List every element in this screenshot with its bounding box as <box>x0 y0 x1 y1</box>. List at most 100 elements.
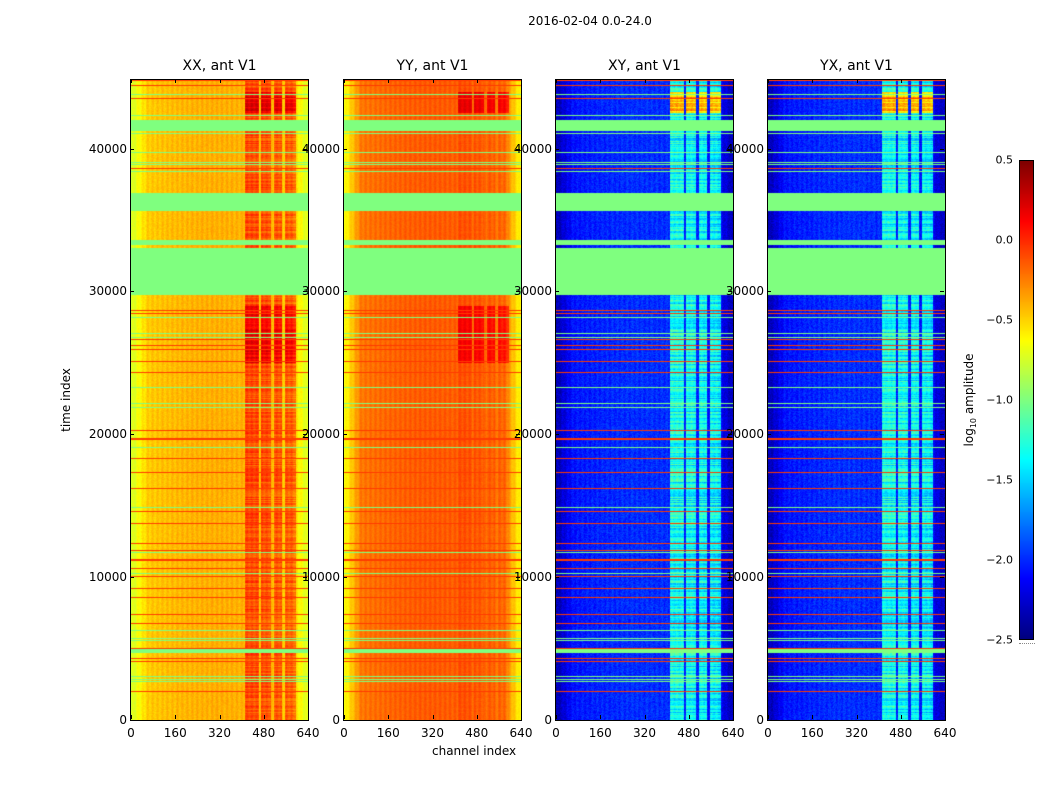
y-tick-label: 10000 <box>88 570 127 585</box>
x-tick-label: 320 <box>845 726 868 740</box>
x-tick-mark <box>476 715 478 719</box>
panel-yy: YY, ant V1 0 160 320 480 640 0 10000 20000 30000 4… <box>302 58 533 740</box>
y-tick-label: 20000 <box>725 427 764 442</box>
colorbar-label: log10 amplitude <box>962 354 978 447</box>
y-tick-label: 0 <box>756 713 764 727</box>
y-tick-label: 20000 <box>513 427 552 442</box>
x-tick-mark <box>945 79 946 83</box>
x-tick-mark <box>388 715 390 719</box>
y-tick-mark <box>516 291 520 293</box>
y-tick-mark <box>555 291 559 293</box>
panel-title: YY, ant V1 <box>396 58 469 74</box>
x-tick-label: 160 <box>163 726 187 740</box>
x-tick-mark <box>600 79 602 83</box>
x-tick-mark <box>219 79 221 83</box>
colorbar-tick-label: −1.5 <box>986 473 1013 487</box>
y-tick-mark <box>940 291 944 293</box>
colorbar-tick-label: 0.0 <box>995 233 1014 247</box>
x-tick-mark <box>308 715 309 719</box>
y-tick-mark <box>303 720 307 721</box>
y-tick-mark <box>555 720 559 721</box>
x-tick-label: 320 <box>208 726 231 740</box>
x-tick-mark <box>644 79 646 83</box>
y-tick-label: 40000 <box>301 141 340 156</box>
heatmap-image <box>556 80 733 720</box>
y-tick-mark <box>130 577 134 579</box>
x-tick-mark <box>856 715 858 719</box>
y-tick-label: 10000 <box>301 570 340 585</box>
x-tick-mark <box>175 79 177 83</box>
x-tick-mark <box>768 79 769 83</box>
colorbar-tick-label: −2.5 <box>986 633 1013 647</box>
colorbar-tick-label: −2.0 <box>986 553 1013 567</box>
y-tick-mark <box>516 577 520 579</box>
y-tick-mark <box>130 434 134 436</box>
y-tick-label: 30000 <box>301 284 340 299</box>
y-tick-label: 40000 <box>725 141 764 156</box>
x-tick-label: 160 <box>800 726 824 740</box>
y-tick-mark <box>728 291 732 293</box>
y-tick-mark <box>728 720 732 721</box>
y-tick-mark <box>516 720 520 721</box>
x-tick-mark <box>432 79 434 83</box>
x-tick-label: 0 <box>764 726 772 740</box>
y-tick-mark <box>728 434 732 436</box>
heatmap-image <box>768 80 945 720</box>
panel-title: YX, ant V1 <box>820 58 893 74</box>
y-tick-label: 0 <box>119 713 127 727</box>
y-tick-label: 10000 <box>725 570 764 585</box>
y-tick-mark <box>940 148 944 150</box>
y-axis-label: time index <box>59 368 73 432</box>
x-tick-mark <box>344 79 345 83</box>
y-tick-mark <box>767 148 771 150</box>
x-tick-mark <box>175 715 177 719</box>
x-tick-mark <box>263 715 265 719</box>
colorbar-extension-marker <box>1019 643 1035 644</box>
colorbar-tick-label: 0.5 <box>995 153 1014 167</box>
x-tick-mark <box>688 79 690 83</box>
x-axis-label: channel index <box>432 744 517 758</box>
x-tick-mark <box>644 715 646 719</box>
x-tick-mark <box>432 715 434 719</box>
y-tick-label: 30000 <box>513 284 552 299</box>
x-tick-mark <box>308 79 309 83</box>
y-tick-mark <box>555 434 559 436</box>
y-tick-mark <box>130 720 134 721</box>
x-tick-label: 160 <box>588 726 612 740</box>
x-tick-mark <box>388 79 390 83</box>
x-tick-mark <box>812 79 814 83</box>
y-tick-mark <box>130 148 134 150</box>
y-tick-label: 30000 <box>725 284 764 299</box>
y-tick-mark <box>303 148 307 150</box>
x-tick-mark <box>131 715 132 719</box>
panel-title: XY, ant V1 <box>608 58 681 74</box>
x-tick-mark <box>856 79 858 83</box>
x-tick-mark <box>219 715 221 719</box>
panel-title: XX, ant V1 <box>182 58 257 74</box>
x-tick-label: 480 <box>252 726 276 740</box>
colorbar-label-main: log <box>961 428 976 447</box>
x-tick-mark <box>900 79 902 83</box>
colorbar-tick-label: −1.0 <box>986 393 1013 407</box>
x-tick-mark <box>131 79 132 83</box>
y-tick-mark <box>940 434 944 436</box>
x-tick-label: 320 <box>421 726 444 740</box>
y-tick-mark <box>516 434 520 436</box>
x-tick-label: 640 <box>509 726 533 740</box>
x-tick-label: 480 <box>677 726 701 740</box>
x-tick-mark <box>263 79 265 83</box>
y-tick-mark <box>728 148 732 150</box>
x-tick-label: 160 <box>376 726 400 740</box>
y-tick-mark <box>343 720 347 721</box>
x-tick-label: 480 <box>465 726 489 740</box>
x-tick-mark <box>476 79 478 83</box>
y-tick-mark <box>728 577 732 579</box>
x-tick-mark <box>521 79 522 83</box>
y-tick-label: 40000 <box>88 141 127 156</box>
x-tick-label: 0 <box>127 726 135 740</box>
x-tick-label: 640 <box>721 726 745 740</box>
heatmap-image <box>131 80 308 720</box>
y-tick-label: 0 <box>332 713 340 727</box>
panel-yx: YX, ant V1 0 160 320 480 640 0 10000 20000 30000 4… <box>726 58 957 740</box>
panel-xx: XX, ant V1 0 160 320 480 640 0 10000 20000 30000 4… <box>89 58 320 740</box>
